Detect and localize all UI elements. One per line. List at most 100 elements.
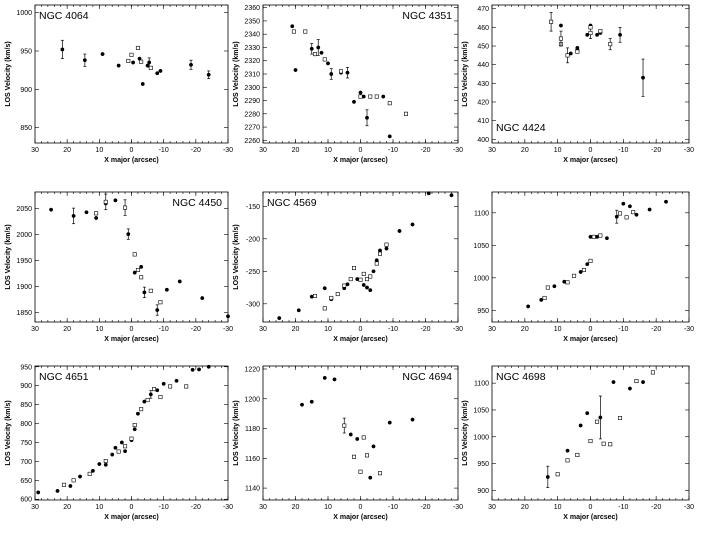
data-point-open bbox=[291, 29, 296, 34]
x-tick-label: 0 bbox=[589, 504, 593, 511]
y-tick-label: 900 bbox=[20, 87, 32, 94]
data-point-filled bbox=[155, 388, 160, 393]
data-point-open bbox=[338, 69, 343, 74]
data-point-open bbox=[358, 469, 363, 474]
x-tick-label: 20 bbox=[63, 147, 71, 154]
y-tick-label: 440 bbox=[477, 62, 489, 69]
data-point-open bbox=[549, 19, 554, 24]
data-point-open bbox=[601, 441, 606, 446]
x-tick-label: -30 bbox=[453, 147, 463, 154]
y-tick-label: 1900 bbox=[16, 284, 32, 291]
data-point-open bbox=[634, 379, 639, 384]
y-tick-label: 900 bbox=[20, 383, 32, 390]
x-tick-label: 10 bbox=[554, 326, 562, 333]
data-point-filled bbox=[565, 448, 570, 453]
y-tick-label: 1000 bbox=[473, 434, 489, 441]
data-point-open bbox=[87, 471, 92, 476]
x-tick-label: -20 bbox=[420, 147, 430, 154]
data-point-filled bbox=[174, 378, 179, 383]
data-point-filled bbox=[361, 283, 366, 287]
data-point-filled bbox=[355, 437, 360, 441]
plot-frame bbox=[34, 191, 229, 323]
x-tick-label: 30 bbox=[31, 147, 39, 154]
plot-frame bbox=[491, 191, 690, 323]
data-point-open bbox=[123, 205, 128, 210]
data-point-open bbox=[103, 199, 108, 204]
x-axis-label: X major (arcsec) bbox=[563, 514, 617, 521]
x-tick-label: 0 bbox=[589, 147, 593, 154]
x-tick-label: -20 bbox=[651, 326, 661, 333]
data-point-open bbox=[575, 49, 580, 54]
data-point-filled bbox=[578, 423, 583, 428]
data-point-open bbox=[575, 452, 580, 457]
x-tick-label: -30 bbox=[223, 147, 233, 154]
data-point-filled bbox=[309, 46, 314, 51]
data-point-open bbox=[132, 252, 137, 257]
y-tick-label: 470 bbox=[477, 6, 489, 13]
y-tick-label: 2330 bbox=[244, 45, 260, 52]
y-axis-label: LOS Velocity (km/s) bbox=[233, 41, 240, 106]
y-tick-label: 2290 bbox=[244, 98, 260, 105]
x-tick-label: -20 bbox=[420, 504, 430, 511]
y-tick-label: 2050 bbox=[16, 206, 32, 213]
y-tick-label: 650 bbox=[20, 478, 32, 485]
x-tick-label: 0 bbox=[130, 326, 134, 333]
data-point-open bbox=[132, 423, 137, 428]
data-point-open bbox=[139, 275, 144, 280]
x-tick-label: 20 bbox=[63, 504, 71, 511]
data-point-filled bbox=[164, 287, 169, 292]
x-tick-label: 0 bbox=[359, 147, 363, 154]
data-point-filled bbox=[148, 392, 153, 397]
x-tick-label: -30 bbox=[684, 147, 694, 154]
data-point-open bbox=[322, 306, 327, 311]
data-point-open bbox=[591, 234, 596, 239]
x-tick-label: -30 bbox=[223, 504, 233, 511]
data-point-filled bbox=[110, 452, 115, 457]
x-tick-label: -10 bbox=[388, 147, 398, 154]
y-tick-label: 2280 bbox=[244, 111, 260, 118]
x-tick-label: 10 bbox=[95, 504, 103, 511]
data-point-open bbox=[184, 384, 189, 389]
data-point-filled bbox=[387, 420, 392, 425]
data-point-filled bbox=[332, 377, 337, 382]
data-point-filled bbox=[559, 23, 563, 28]
data-point-filled bbox=[387, 134, 392, 139]
y-tick-label: 1050 bbox=[473, 243, 489, 250]
y-tick-label: 450 bbox=[477, 44, 489, 51]
y-tick-label: 1000 bbox=[16, 10, 32, 17]
x-axis-label: X major (arcsec) bbox=[333, 514, 387, 521]
y-tick-label: 750 bbox=[20, 440, 32, 447]
data-point-filled bbox=[155, 308, 160, 312]
data-point-filled bbox=[71, 213, 76, 218]
data-point-open bbox=[364, 453, 369, 458]
data-point-filled bbox=[60, 47, 65, 52]
data-point-filled bbox=[585, 32, 590, 37]
data-point-open bbox=[351, 266, 356, 271]
x-tick-label: -20 bbox=[191, 147, 201, 154]
data-point-open bbox=[94, 211, 99, 216]
y-tick-label: 1850 bbox=[16, 310, 32, 317]
data-point-open bbox=[565, 458, 570, 463]
data-point-filled bbox=[345, 70, 350, 75]
data-point-filled bbox=[277, 316, 282, 321]
data-point-open bbox=[387, 101, 392, 106]
data-point-filled bbox=[155, 71, 160, 76]
data-point-filled bbox=[326, 61, 330, 66]
chart-panel: 30 20 10 0 -10 -20 -30 950 1000 1050 1100 X major (… bbox=[473, 191, 694, 343]
data-point-open bbox=[618, 415, 623, 420]
data-point-filled bbox=[123, 449, 128, 454]
data-point-filled bbox=[113, 445, 118, 450]
data-point-open bbox=[351, 454, 356, 459]
y-tick-label: 2300 bbox=[244, 85, 260, 92]
x-tick-label: 10 bbox=[95, 147, 103, 154]
y-tick-label: 2350 bbox=[244, 18, 260, 25]
y-tick-label: 400 bbox=[477, 137, 489, 144]
data-point-open bbox=[312, 52, 317, 57]
data-point-filled bbox=[103, 462, 108, 467]
data-point-filled bbox=[397, 229, 402, 233]
x-tick-label: -20 bbox=[191, 504, 201, 511]
x-tick-label: -30 bbox=[223, 326, 233, 333]
x-axis-label: X major (arcsec) bbox=[104, 157, 158, 164]
data-point-filled bbox=[641, 75, 645, 80]
